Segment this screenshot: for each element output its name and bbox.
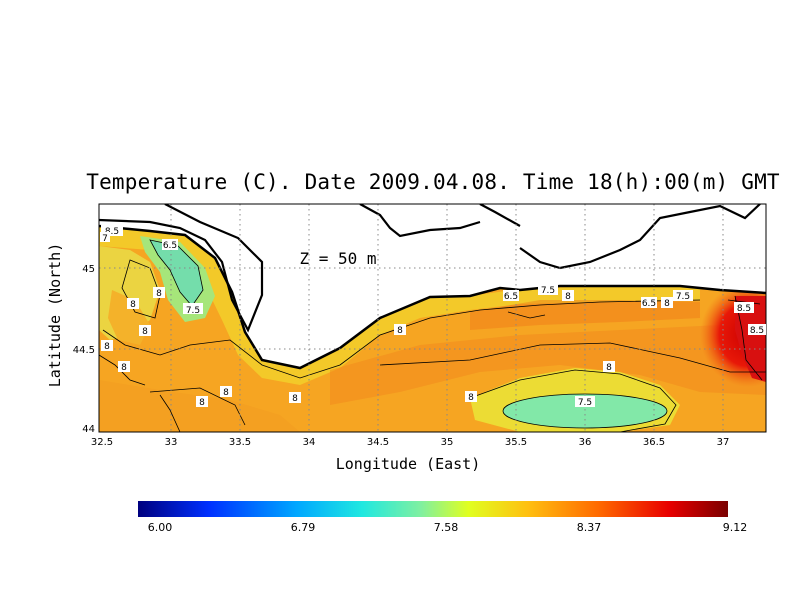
land-crimea — [99, 204, 766, 368]
contour-label: 7 — [102, 234, 108, 244]
coastline — [99, 224, 766, 370]
x-tick-labels: 32.5 33 33.5 34 34.5 35 35.5 36 36.5 37 — [91, 437, 730, 448]
contour-label: 8 — [104, 342, 110, 352]
contour-label: 6.5 — [504, 292, 518, 302]
coastal-cool-belt — [99, 226, 700, 385]
contour-label: 8 — [664, 299, 670, 309]
contour-label: 8 — [565, 292, 571, 302]
contour-labels: 7.5 7.5 7.5 7.5 8 8 8 8 8 8 8 8 8 8 8 8 … — [100, 225, 766, 408]
contour-label: 8.5 — [105, 227, 119, 237]
x-axis-label: Longitude (East) — [335, 455, 481, 473]
x-tick-label: 37 — [717, 437, 730, 448]
contour-label: 7.5 — [541, 286, 555, 296]
cold-pool-core — [503, 394, 667, 428]
colorbar-label: 6.79 — [291, 521, 316, 534]
x-tick-label: 36.5 — [643, 437, 665, 448]
contour-label: 8 — [606, 363, 612, 373]
contour-label: 8 — [142, 327, 148, 337]
contour-label: 8 — [468, 393, 474, 403]
x-tick-label: 35 — [441, 437, 454, 448]
contour-label: 8 — [397, 326, 403, 336]
x-tick-label: 33 — [165, 437, 178, 448]
y-tick-labels: 44 44.5 45 — [73, 264, 95, 435]
map-title: Temperature (C). Date 2009.04.08. Time 1… — [86, 170, 780, 194]
x-tick-label: 34 — [303, 437, 316, 448]
contour-label: 7.5 — [676, 292, 690, 302]
colorbar-labels: 6.00 6.79 7.58 8.37 9.12 — [148, 521, 748, 534]
x-tick-label: 32.5 — [91, 437, 113, 448]
colorbar — [138, 501, 728, 517]
grid-lines — [99, 204, 766, 432]
contour-label: 8 — [130, 300, 136, 310]
colorbar-label: 6.00 — [148, 521, 173, 534]
x-tick-label: 35.5 — [505, 437, 527, 448]
contour-label: 6.5 — [163, 241, 177, 251]
contour-label: 7.5 — [578, 398, 592, 408]
x-tick-label: 33.5 — [229, 437, 251, 448]
contour-label: 6.5 — [642, 299, 656, 309]
warm-band — [330, 325, 766, 405]
x-tick-label: 34.5 — [367, 437, 389, 448]
contour-label: 8.5 — [750, 326, 764, 336]
contour-label: 8 — [223, 388, 229, 398]
y-tick-label: 45 — [82, 264, 95, 275]
contour-label: 8 — [156, 289, 162, 299]
depth-annotation: Z = 50 m — [299, 249, 376, 268]
contour-label: 8 — [292, 394, 298, 404]
contour-label: 8 — [121, 363, 127, 373]
colorbar-label: 9.12 — [723, 521, 748, 534]
contour-label: 7.5 — [186, 306, 200, 316]
y-tick-label: 44.5 — [73, 345, 95, 356]
y-tick-label: 44 — [82, 424, 95, 435]
contour-label: 8 — [199, 398, 205, 408]
plot-frame — [98, 203, 767, 433]
colorbar-label: 8.37 — [577, 521, 602, 534]
cold-core-northwest — [150, 240, 203, 306]
contour-label: 8.5 — [737, 304, 751, 314]
x-tick-label: 36 — [579, 437, 592, 448]
hot-core-east — [735, 296, 766, 382]
colorbar-label: 7.58 — [434, 521, 459, 534]
